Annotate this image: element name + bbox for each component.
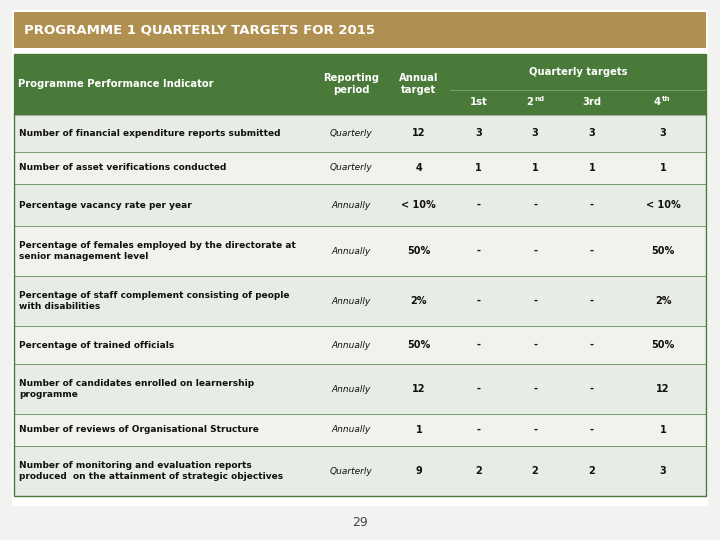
Text: Annually: Annually: [332, 384, 371, 394]
Bar: [14, 184, 706, 226]
Text: 1: 1: [660, 163, 667, 173]
Text: Percentage vacancy rate per year: Percentage vacancy rate per year: [19, 200, 192, 210]
Text: 50%: 50%: [652, 340, 675, 350]
Bar: [14, 54, 706, 114]
Bar: [14, 90, 706, 114]
Text: Quarterly: Quarterly: [330, 129, 373, 138]
Text: 12: 12: [412, 128, 426, 138]
Text: -: -: [477, 296, 480, 306]
Text: Number of asset verifications conducted: Number of asset verifications conducted: [19, 164, 226, 172]
Text: Annually: Annually: [332, 200, 371, 210]
Text: -: -: [590, 384, 594, 394]
Text: 3: 3: [475, 128, 482, 138]
Text: 12: 12: [657, 384, 670, 394]
Bar: [14, 152, 706, 184]
Bar: [14, 12, 706, 48]
Bar: [14, 326, 706, 364]
Text: 29: 29: [352, 516, 368, 529]
Text: 3: 3: [660, 466, 667, 476]
Text: Annual
target: Annual target: [399, 73, 438, 95]
Text: Number of reviews of Organisational Structure: Number of reviews of Organisational Stru…: [19, 426, 259, 435]
Text: 2%: 2%: [655, 296, 671, 306]
Text: -: -: [533, 200, 537, 210]
Text: Programme Performance Indicator: Programme Performance Indicator: [18, 79, 214, 89]
Text: 1: 1: [475, 163, 482, 173]
Text: 2%: 2%: [410, 296, 427, 306]
Text: 50%: 50%: [408, 340, 431, 350]
Text: -: -: [533, 340, 537, 350]
Text: Annually: Annually: [332, 296, 371, 306]
Text: -: -: [533, 246, 537, 256]
Text: Number of candidates enrolled on learnership
programme: Number of candidates enrolled on learner…: [19, 379, 254, 399]
Text: -: -: [477, 340, 480, 350]
Text: -: -: [477, 246, 480, 256]
Text: Annually: Annually: [332, 426, 371, 435]
Text: Quarterly: Quarterly: [330, 467, 373, 476]
Text: -: -: [590, 246, 594, 256]
Text: -: -: [477, 200, 480, 210]
Text: -: -: [533, 425, 537, 435]
Text: -: -: [590, 296, 594, 306]
Text: 2: 2: [526, 97, 533, 107]
Text: nd: nd: [534, 96, 544, 102]
Bar: [14, 226, 706, 276]
Bar: [14, 114, 706, 496]
Text: 12: 12: [412, 384, 426, 394]
Text: < 10%: < 10%: [646, 200, 680, 210]
Text: Annually: Annually: [332, 246, 371, 255]
Text: -: -: [590, 340, 594, 350]
Text: 3: 3: [531, 128, 539, 138]
Text: 3: 3: [660, 128, 667, 138]
Bar: [14, 414, 706, 446]
Text: < 10%: < 10%: [402, 200, 436, 210]
Text: 4: 4: [654, 97, 661, 107]
Text: -: -: [477, 425, 480, 435]
Text: Percentage of females employed by the directorate at
senior management level: Percentage of females employed by the di…: [19, 241, 296, 261]
Bar: [14, 276, 706, 326]
Text: Annually: Annually: [332, 341, 371, 349]
Text: Number of financial expenditure reports submitted: Number of financial expenditure reports …: [19, 129, 281, 138]
Text: -: -: [533, 384, 537, 394]
Text: 1: 1: [531, 163, 539, 173]
Bar: [14, 446, 706, 496]
Text: 2: 2: [588, 466, 595, 476]
Text: Quarterly targets: Quarterly targets: [528, 67, 627, 77]
Text: 1st: 1st: [469, 97, 487, 107]
Text: -: -: [590, 425, 594, 435]
Text: Number of monitoring and evaluation reports
produced  on the attainment of strat: Number of monitoring and evaluation repo…: [19, 461, 283, 481]
Bar: [14, 364, 706, 414]
Text: 9: 9: [415, 466, 422, 476]
Text: 2: 2: [475, 466, 482, 476]
Text: 1: 1: [588, 163, 595, 173]
Bar: [14, 54, 706, 90]
Text: -: -: [590, 200, 594, 210]
Text: -: -: [533, 296, 537, 306]
Text: -: -: [477, 384, 480, 394]
Text: 50%: 50%: [652, 246, 675, 256]
Text: 3rd: 3rd: [582, 97, 601, 107]
Text: Quarterly: Quarterly: [330, 164, 373, 172]
Bar: [14, 114, 706, 152]
Text: Percentage of trained officials: Percentage of trained officials: [19, 341, 174, 349]
Text: 50%: 50%: [408, 246, 431, 256]
Text: Reporting
period: Reporting period: [323, 73, 379, 95]
Text: Percentage of staff complement consisting of people
with disabilities: Percentage of staff complement consistin…: [19, 291, 289, 311]
Text: 3: 3: [588, 128, 595, 138]
Text: th: th: [662, 96, 670, 102]
Text: 4: 4: [415, 163, 422, 173]
Text: 1: 1: [415, 425, 422, 435]
Text: PROGRAMME 1 QUARTERLY TARGETS FOR 2015: PROGRAMME 1 QUARTERLY TARGETS FOR 2015: [24, 24, 375, 37]
Text: 1: 1: [660, 425, 667, 435]
Text: 2: 2: [531, 466, 539, 476]
